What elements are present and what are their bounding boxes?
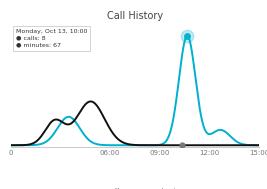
Title: Call History: Call History bbox=[107, 11, 163, 21]
Legend: calls, minutes: calls, minutes bbox=[81, 185, 189, 189]
Text: Monday, Oct 13, 10:00
● calls: 8
● minutes: 67: Monday, Oct 13, 10:00 ● calls: 8 ● minut… bbox=[16, 29, 87, 48]
